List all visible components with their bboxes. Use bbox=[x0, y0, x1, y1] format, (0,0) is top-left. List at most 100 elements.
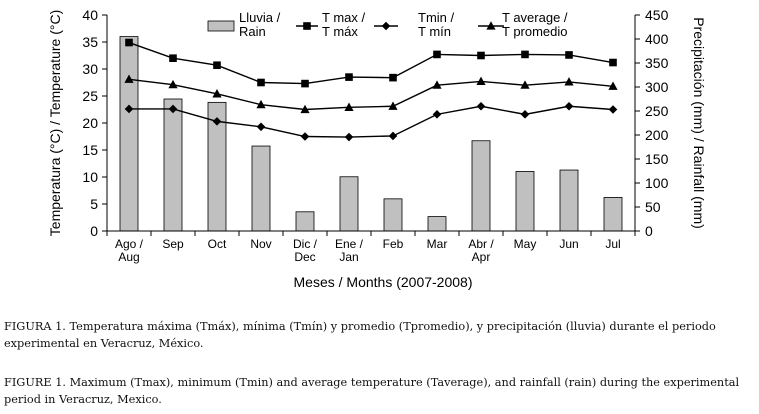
x-tick-label: Sep bbox=[162, 237, 184, 251]
series-point-triangle bbox=[608, 81, 618, 90]
series-point-square bbox=[213, 61, 221, 70]
chart-axes: 0510152025303540050100150200250300350400… bbox=[47, 7, 707, 290]
left-tick-label: 0 bbox=[90, 223, 98, 239]
caption-spanish: FIGURA 1. Temperatura máxima (Tmáx), mín… bbox=[4, 318, 752, 352]
left-axis-title: Temperatura (°C) / Temperature (°C) bbox=[47, 10, 63, 236]
x-tick-label: Nov bbox=[250, 237, 271, 251]
rain-bar bbox=[427, 216, 447, 232]
series-point-diamond bbox=[564, 101, 574, 111]
left-tick-label: 5 bbox=[90, 196, 98, 212]
series-point-square bbox=[257, 78, 265, 87]
series-point-diamond bbox=[256, 122, 266, 132]
legend-tmin-label: Tmin / T mín bbox=[418, 10, 455, 39]
series-point-square bbox=[433, 50, 441, 59]
series-point-diamond bbox=[344, 132, 354, 142]
rain-bar bbox=[119, 36, 139, 232]
series-line-square bbox=[128, 41, 614, 85]
x-tick-label: Ene / Jan bbox=[335, 237, 364, 264]
left-tick-label: 15 bbox=[82, 142, 98, 158]
right-tick-label: 350 bbox=[645, 55, 669, 71]
series-point-triangle bbox=[388, 101, 398, 110]
left-tick-label: 20 bbox=[82, 115, 98, 131]
legend-tmax-label: T max / T máx bbox=[322, 10, 365, 39]
right-tick-label: 450 bbox=[645, 7, 669, 23]
series-point-triangle bbox=[300, 104, 310, 114]
x-tick-label: May bbox=[514, 237, 537, 251]
rain-bar bbox=[163, 98, 183, 232]
series-point-square bbox=[477, 51, 485, 60]
caption-spanish-text: Temperatura máxima (Tmáx), mínima (Tmín)… bbox=[4, 320, 716, 350]
series-point-diamond bbox=[476, 101, 486, 111]
left-tick-label: 10 bbox=[82, 169, 98, 185]
series-point-diamond bbox=[168, 104, 178, 114]
series-point-diamond bbox=[432, 110, 442, 119]
series-point-diamond bbox=[300, 132, 310, 141]
series-line-triangle bbox=[128, 78, 614, 111]
rain-bar bbox=[471, 140, 491, 232]
legend-rain-swatch bbox=[207, 20, 235, 32]
x-axis-title: Meses / Months (2007-2008) bbox=[294, 274, 473, 290]
x-tick-label: Jun bbox=[559, 237, 578, 251]
x-tick-label: Dic / Dec bbox=[293, 237, 318, 264]
legend-marker-triangle bbox=[486, 21, 496, 30]
series-point-square bbox=[125, 38, 133, 47]
series-point-triangle bbox=[520, 80, 530, 89]
x-tick-label: Jul bbox=[605, 237, 620, 251]
series-point-triangle bbox=[564, 77, 574, 86]
right-tick-label: 50 bbox=[645, 199, 661, 215]
series-point-diamond bbox=[124, 104, 134, 114]
rain-bar bbox=[383, 198, 403, 232]
chart-legend: Lluvia / Rain T max / T máx Tmin / T mín T ave… bbox=[207, 10, 568, 39]
left-tick-label: 40 bbox=[82, 7, 98, 23]
series-point-triangle bbox=[168, 79, 178, 89]
temperature-lines bbox=[124, 38, 618, 142]
series-point-square bbox=[389, 73, 397, 82]
right-tick-label: 0 bbox=[645, 223, 653, 239]
x-tick-label: Oct bbox=[208, 237, 227, 251]
series-point-diamond bbox=[212, 117, 222, 126]
rain-bar bbox=[603, 196, 623, 232]
series-point-triangle bbox=[344, 102, 354, 111]
series-point-triangle bbox=[212, 89, 222, 98]
left-tick-label: 25 bbox=[82, 88, 98, 104]
rain-bar bbox=[339, 176, 359, 232]
left-tick-label: 30 bbox=[82, 61, 98, 77]
series-point-square bbox=[609, 58, 617, 67]
rain-bar bbox=[559, 169, 579, 232]
series-point-diamond bbox=[520, 110, 530, 119]
series-point-diamond bbox=[388, 131, 398, 141]
series-point-square bbox=[345, 73, 353, 81]
x-tick-label: Mar bbox=[427, 237, 448, 251]
x-tick-label: Feb bbox=[383, 237, 404, 251]
series-point-diamond bbox=[608, 105, 618, 114]
right-axis-title: Precipitación (mm) / Rainfall (mm) bbox=[691, 17, 707, 229]
caption-english-text: Maximum (Tmax), minimum (Tmin) and avera… bbox=[4, 376, 740, 406]
right-tick-label: 150 bbox=[645, 151, 669, 167]
legend-rain-label: Lluvia / Rain bbox=[239, 10, 281, 39]
rainfall-bars bbox=[119, 36, 623, 232]
right-tick-label: 300 bbox=[645, 79, 669, 95]
series-point-square bbox=[565, 51, 573, 59]
legend-marker-square bbox=[303, 22, 311, 30]
series-point-triangle bbox=[476, 76, 486, 86]
caption-english: FIGURE 1. Maximum (Tmax), minimum (Tmin)… bbox=[4, 374, 752, 408]
rain-bar bbox=[515, 171, 535, 232]
x-tick-label: Ago / Aug bbox=[115, 237, 144, 264]
legend-taverage-label: T average / T promedio bbox=[502, 10, 568, 39]
caption-spanish-label: FIGURA 1. bbox=[4, 320, 66, 333]
right-tick-label: 100 bbox=[645, 175, 669, 191]
series-point-square bbox=[301, 79, 309, 88]
series-point-triangle bbox=[432, 80, 442, 89]
caption-english-label: FIGURE 1. bbox=[4, 376, 66, 389]
series-point-square bbox=[521, 50, 529, 59]
series-point-triangle bbox=[256, 99, 266, 109]
right-tick-label: 400 bbox=[645, 31, 669, 47]
series-line-diamond bbox=[129, 105, 614, 138]
left-tick-label: 35 bbox=[82, 34, 98, 50]
x-tick-label: Abr / Apr bbox=[468, 237, 494, 264]
combo-chart: 0510152025303540050100150200250300350400… bbox=[47, 7, 707, 290]
right-tick-label: 250 bbox=[645, 103, 669, 119]
series-point-square bbox=[169, 54, 177, 62]
legend-marker-diamond bbox=[381, 21, 391, 31]
rain-bar bbox=[251, 145, 271, 232]
